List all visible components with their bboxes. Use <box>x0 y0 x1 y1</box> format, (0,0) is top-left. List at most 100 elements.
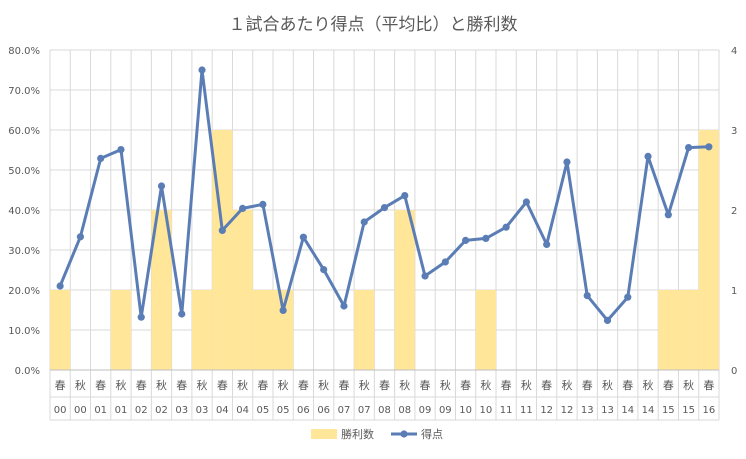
bar-wins <box>110 290 132 370</box>
category-year-label: 08 <box>378 405 391 416</box>
category-season-label: 春 <box>420 379 431 392</box>
category-season-label: 春 <box>95 379 106 392</box>
point-score <box>684 144 693 152</box>
category-year-label: 02 <box>135 405 148 416</box>
bar-wins <box>50 290 71 370</box>
y-right-tick-label: 3 <box>731 126 737 137</box>
point-score <box>543 240 551 248</box>
category-season-label: 春 <box>176 379 187 392</box>
category-season-label: 秋 <box>399 378 410 392</box>
category-year-label: 13 <box>601 405 614 416</box>
point-score <box>178 310 186 318</box>
bar-wins <box>698 130 719 370</box>
bar-wins <box>354 290 375 370</box>
category-season-label: 秋 <box>359 378 370 392</box>
point-score <box>644 152 652 160</box>
point-score <box>198 66 206 74</box>
category-year-label: 02 <box>155 405 168 416</box>
bar-wins <box>273 290 294 370</box>
point-score <box>522 198 531 206</box>
category-season-label: 春 <box>460 379 471 392</box>
category-year-label: 05 <box>256 405 269 416</box>
category-year-label: 16 <box>702 405 715 416</box>
category-season-label: 秋 <box>197 378 208 392</box>
point-score <box>624 293 632 301</box>
point-score <box>76 233 85 241</box>
chart-title: １試合あたり得点（平均比）と勝利数 <box>229 15 518 35</box>
category-year-label: 07 <box>358 405 371 416</box>
category-year-label: 14 <box>621 405 634 416</box>
category-season-label: 秋 <box>643 378 654 392</box>
point-score <box>563 158 571 166</box>
point-score <box>218 226 226 234</box>
bar-wins <box>394 210 415 370</box>
legend-label-wins: 勝利数 <box>341 427 374 441</box>
category-season-label: 秋 <box>480 378 491 392</box>
category-year-label: 12 <box>540 405 553 416</box>
category-year-label: 09 <box>419 405 432 416</box>
category-season-label: 秋 <box>115 378 126 392</box>
y-left-tick-label: 80.0% <box>8 46 40 57</box>
category-year-label: 11 <box>500 405 513 416</box>
point-score <box>320 266 328 274</box>
category-year-label: 04 <box>216 405 229 416</box>
legend: 勝利数 得点 <box>311 427 443 441</box>
category-year-label: 09 <box>439 405 452 416</box>
point-score <box>137 313 145 321</box>
y-left-tick-label: 20.0% <box>8 286 40 297</box>
category-year-label: 04 <box>236 405 249 416</box>
y-left-tick-label: 70.0% <box>8 86 40 97</box>
category-season-label: 春 <box>582 379 593 392</box>
y-right-tick-label: 2 <box>731 206 737 217</box>
legend-swatch-wins <box>311 429 337 439</box>
category-year-label: 00 <box>54 405 67 416</box>
point-score <box>461 236 470 244</box>
category-year-label: 10 <box>459 405 472 416</box>
category-season-label: 秋 <box>318 378 329 392</box>
point-score <box>583 292 591 300</box>
point-score <box>238 204 247 212</box>
bar-wins <box>232 210 253 370</box>
category-season-label: 秋 <box>237 378 248 392</box>
category-year-label: 07 <box>338 405 351 416</box>
y-left-tick-label: 50.0% <box>8 166 40 177</box>
category-year-label: 06 <box>317 405 330 416</box>
point-score <box>380 204 389 212</box>
category-season-label: 秋 <box>602 378 613 392</box>
category-season-label: 春 <box>217 379 228 392</box>
category-season-label: 春 <box>703 379 714 392</box>
category-season-label: 春 <box>338 379 349 392</box>
point-score <box>502 223 510 231</box>
y-right-tick-label: 4 <box>731 46 737 57</box>
category-year-label: 15 <box>662 405 675 416</box>
category-year-label: 12 <box>561 405 574 416</box>
category-year-label: 08 <box>398 405 411 416</box>
point-score <box>299 233 308 241</box>
point-score <box>340 302 348 310</box>
y-left-tick-label: 10.0% <box>8 326 40 337</box>
category-year-label: 05 <box>277 405 290 416</box>
category-year-label: 06 <box>297 405 310 416</box>
legend-marker-score <box>400 430 408 438</box>
category-year-label: 01 <box>94 405 107 416</box>
category-year-label: 15 <box>682 405 695 416</box>
category-year-label: 10 <box>479 405 492 416</box>
bar-wins <box>252 290 273 370</box>
category-season-label: 秋 <box>440 378 451 392</box>
category-season-label: 春 <box>55 379 66 392</box>
axis-layer: 0.0% 10.0% 20.0% 30.0% 40.0% 50.0% 60.0% 70.0% 8… <box>8 46 737 416</box>
line-layer <box>56 66 713 324</box>
category-year-label: 11 <box>520 405 533 416</box>
category-season-label: 春 <box>298 379 309 392</box>
y-left-tick-label: 0.0% <box>15 366 40 377</box>
category-season-label: 秋 <box>561 378 572 392</box>
category-season-label: 秋 <box>278 378 289 392</box>
point-score <box>97 154 105 162</box>
y-left-tick-label: 30.0% <box>8 246 40 257</box>
point-score <box>117 146 125 154</box>
category-season-label: 春 <box>622 379 633 392</box>
category-season-label: 春 <box>663 379 674 392</box>
